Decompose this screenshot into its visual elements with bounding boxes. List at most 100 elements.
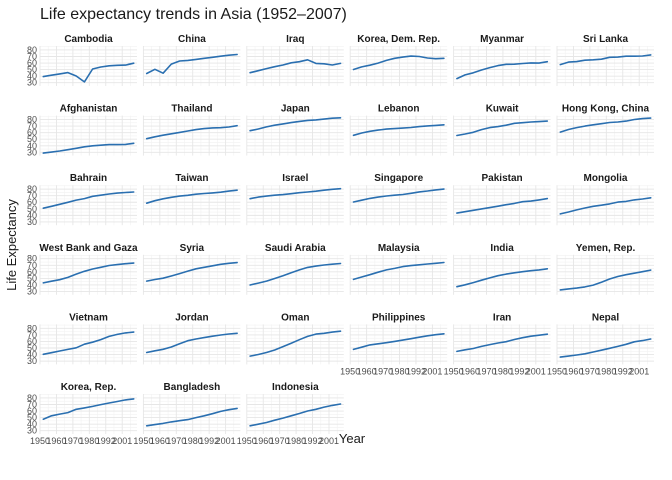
series-line-vietnam: [42, 331, 135, 356]
facet-label-saudi-arabia: Saudi Arabia: [265, 243, 326, 254]
series-line-yemen-rep: [559, 269, 652, 291]
facet-panel-saudi-arabia: Saudi Arabia: [246, 243, 344, 295]
series-line-pakistan: [456, 197, 549, 214]
y-tick-label: 80: [27, 184, 37, 194]
series-line-jordan: [145, 332, 238, 354]
facet-label-sri-lanka: Sri Lanka: [583, 34, 628, 45]
facet-panel-thailand: Thailand: [142, 104, 241, 156]
series-line-korea-dem-rep: [352, 55, 445, 71]
x-tick-label: 1980: [183, 436, 203, 446]
y-tick-label: 40: [27, 280, 37, 290]
series-line-korea-rep: [42, 398, 135, 421]
y-tick-label: 70: [27, 121, 37, 131]
x-tick-label: 2001: [216, 436, 236, 446]
facet-label-philippines: Philippines: [372, 312, 426, 323]
facet-label-myanmar: Myanmar: [480, 34, 524, 45]
x-tick-label: 2001: [319, 436, 339, 446]
series-line-nepal: [559, 338, 652, 358]
facet-label-iraq: Iraq: [286, 34, 304, 45]
series-line-oman: [249, 330, 342, 357]
series-line-iran: [456, 333, 549, 353]
x-tick-label: 1992: [96, 436, 116, 446]
facet-label-korea-dem-rep: Korea, Dem. Rep.: [357, 34, 440, 45]
y-tick-label: 30: [27, 356, 37, 366]
facet-label-malaysia: Malaysia: [378, 243, 420, 254]
facet-label-syria: Syria: [180, 243, 205, 254]
y-tick-label: 70: [27, 51, 37, 61]
x-tick-label: 1950: [133, 436, 153, 446]
facet-panel-taiwan: Taiwan: [142, 173, 241, 226]
series-line-indonesia: [249, 403, 342, 427]
x-tick-label: 1960: [150, 436, 170, 446]
x-tick-label: 1980: [79, 436, 99, 446]
x-tick-label: 1992: [406, 366, 426, 376]
facet-label-lebanon: Lebanon: [378, 104, 420, 115]
facet-panel-pakistan: Pakistan: [453, 173, 551, 226]
x-tick-label: 1980: [596, 366, 616, 376]
facet-label-hong-kong-china: Hong Kong, China: [562, 104, 650, 115]
x-tick-label: 1950: [237, 436, 257, 446]
series-line-myanmar: [456, 60, 549, 80]
x-tick-label: 1950: [547, 366, 567, 376]
facet-label-kuwait: Kuwait: [486, 104, 519, 115]
x-tick-label: 1970: [580, 366, 600, 376]
y-tick-label: 60: [27, 128, 37, 138]
series-line-thailand: [145, 124, 238, 140]
y-tick-label: 40: [27, 71, 37, 81]
x-tick-label: 1960: [253, 436, 273, 446]
y-tick-label: 70: [27, 191, 37, 201]
facet-label-afghanistan: Afghanistan: [60, 104, 118, 115]
y-tick-label: 60: [27, 267, 37, 277]
y-tick-label: 40: [27, 141, 37, 151]
series-line-malaysia: [352, 261, 445, 281]
y-tick-label: 60: [27, 58, 37, 68]
facet-label-korea-rep: Korea, Rep.: [61, 382, 117, 393]
facet-label-jordan: Jordan: [175, 312, 208, 323]
x-tick-label: 2001: [526, 366, 546, 376]
facet-label-pakistan: Pakistan: [482, 173, 523, 184]
y-axis-title: Life Expectancy: [4, 199, 19, 291]
y-tick-label: 50: [27, 204, 37, 214]
facet-label-mongolia: Mongolia: [584, 173, 628, 184]
y-tick-label: 60: [27, 406, 37, 416]
y-tick-label: 60: [27, 197, 37, 207]
facet-label-oman: Oman: [281, 312, 309, 323]
x-tick-label: 1960: [357, 366, 377, 376]
x-tick-label: 1950: [30, 436, 50, 446]
facet-label-bangladesh: Bangladesh: [164, 382, 221, 393]
x-tick-label: 1970: [270, 436, 290, 446]
y-tick-label: 30: [27, 426, 37, 436]
facet-label-iran: Iran: [493, 312, 511, 323]
y-tick-label: 30: [27, 287, 37, 297]
facet-panel-china: China: [142, 34, 241, 86]
facet-label-nepal: Nepal: [592, 312, 619, 323]
y-tick-label: 40: [27, 210, 37, 220]
series-line-saudi-arabia: [249, 262, 342, 286]
y-tick-label: 50: [27, 273, 37, 283]
y-tick-label: 80: [27, 45, 37, 55]
facet-panel-myanmar: Myanmar: [453, 34, 551, 86]
facet-panel-singapore: Singapore: [349, 173, 448, 226]
series-line-philippines: [352, 332, 445, 351]
series-line-india: [456, 267, 549, 288]
x-tick-label: 1960: [460, 366, 480, 376]
y-tick-label: 70: [27, 399, 37, 409]
facet-panel-japan: Japan: [246, 104, 344, 156]
facet-panel-malaysia: Malaysia: [349, 243, 448, 295]
facet-label-indonesia: Indonesia: [272, 382, 319, 393]
x-tick-label: 1992: [613, 366, 633, 376]
x-tick-label: 1970: [166, 436, 186, 446]
series-line-iraq: [249, 58, 342, 74]
facet-panel-kuwait: Kuwait: [453, 104, 551, 156]
series-line-sri-lanka: [559, 54, 652, 66]
